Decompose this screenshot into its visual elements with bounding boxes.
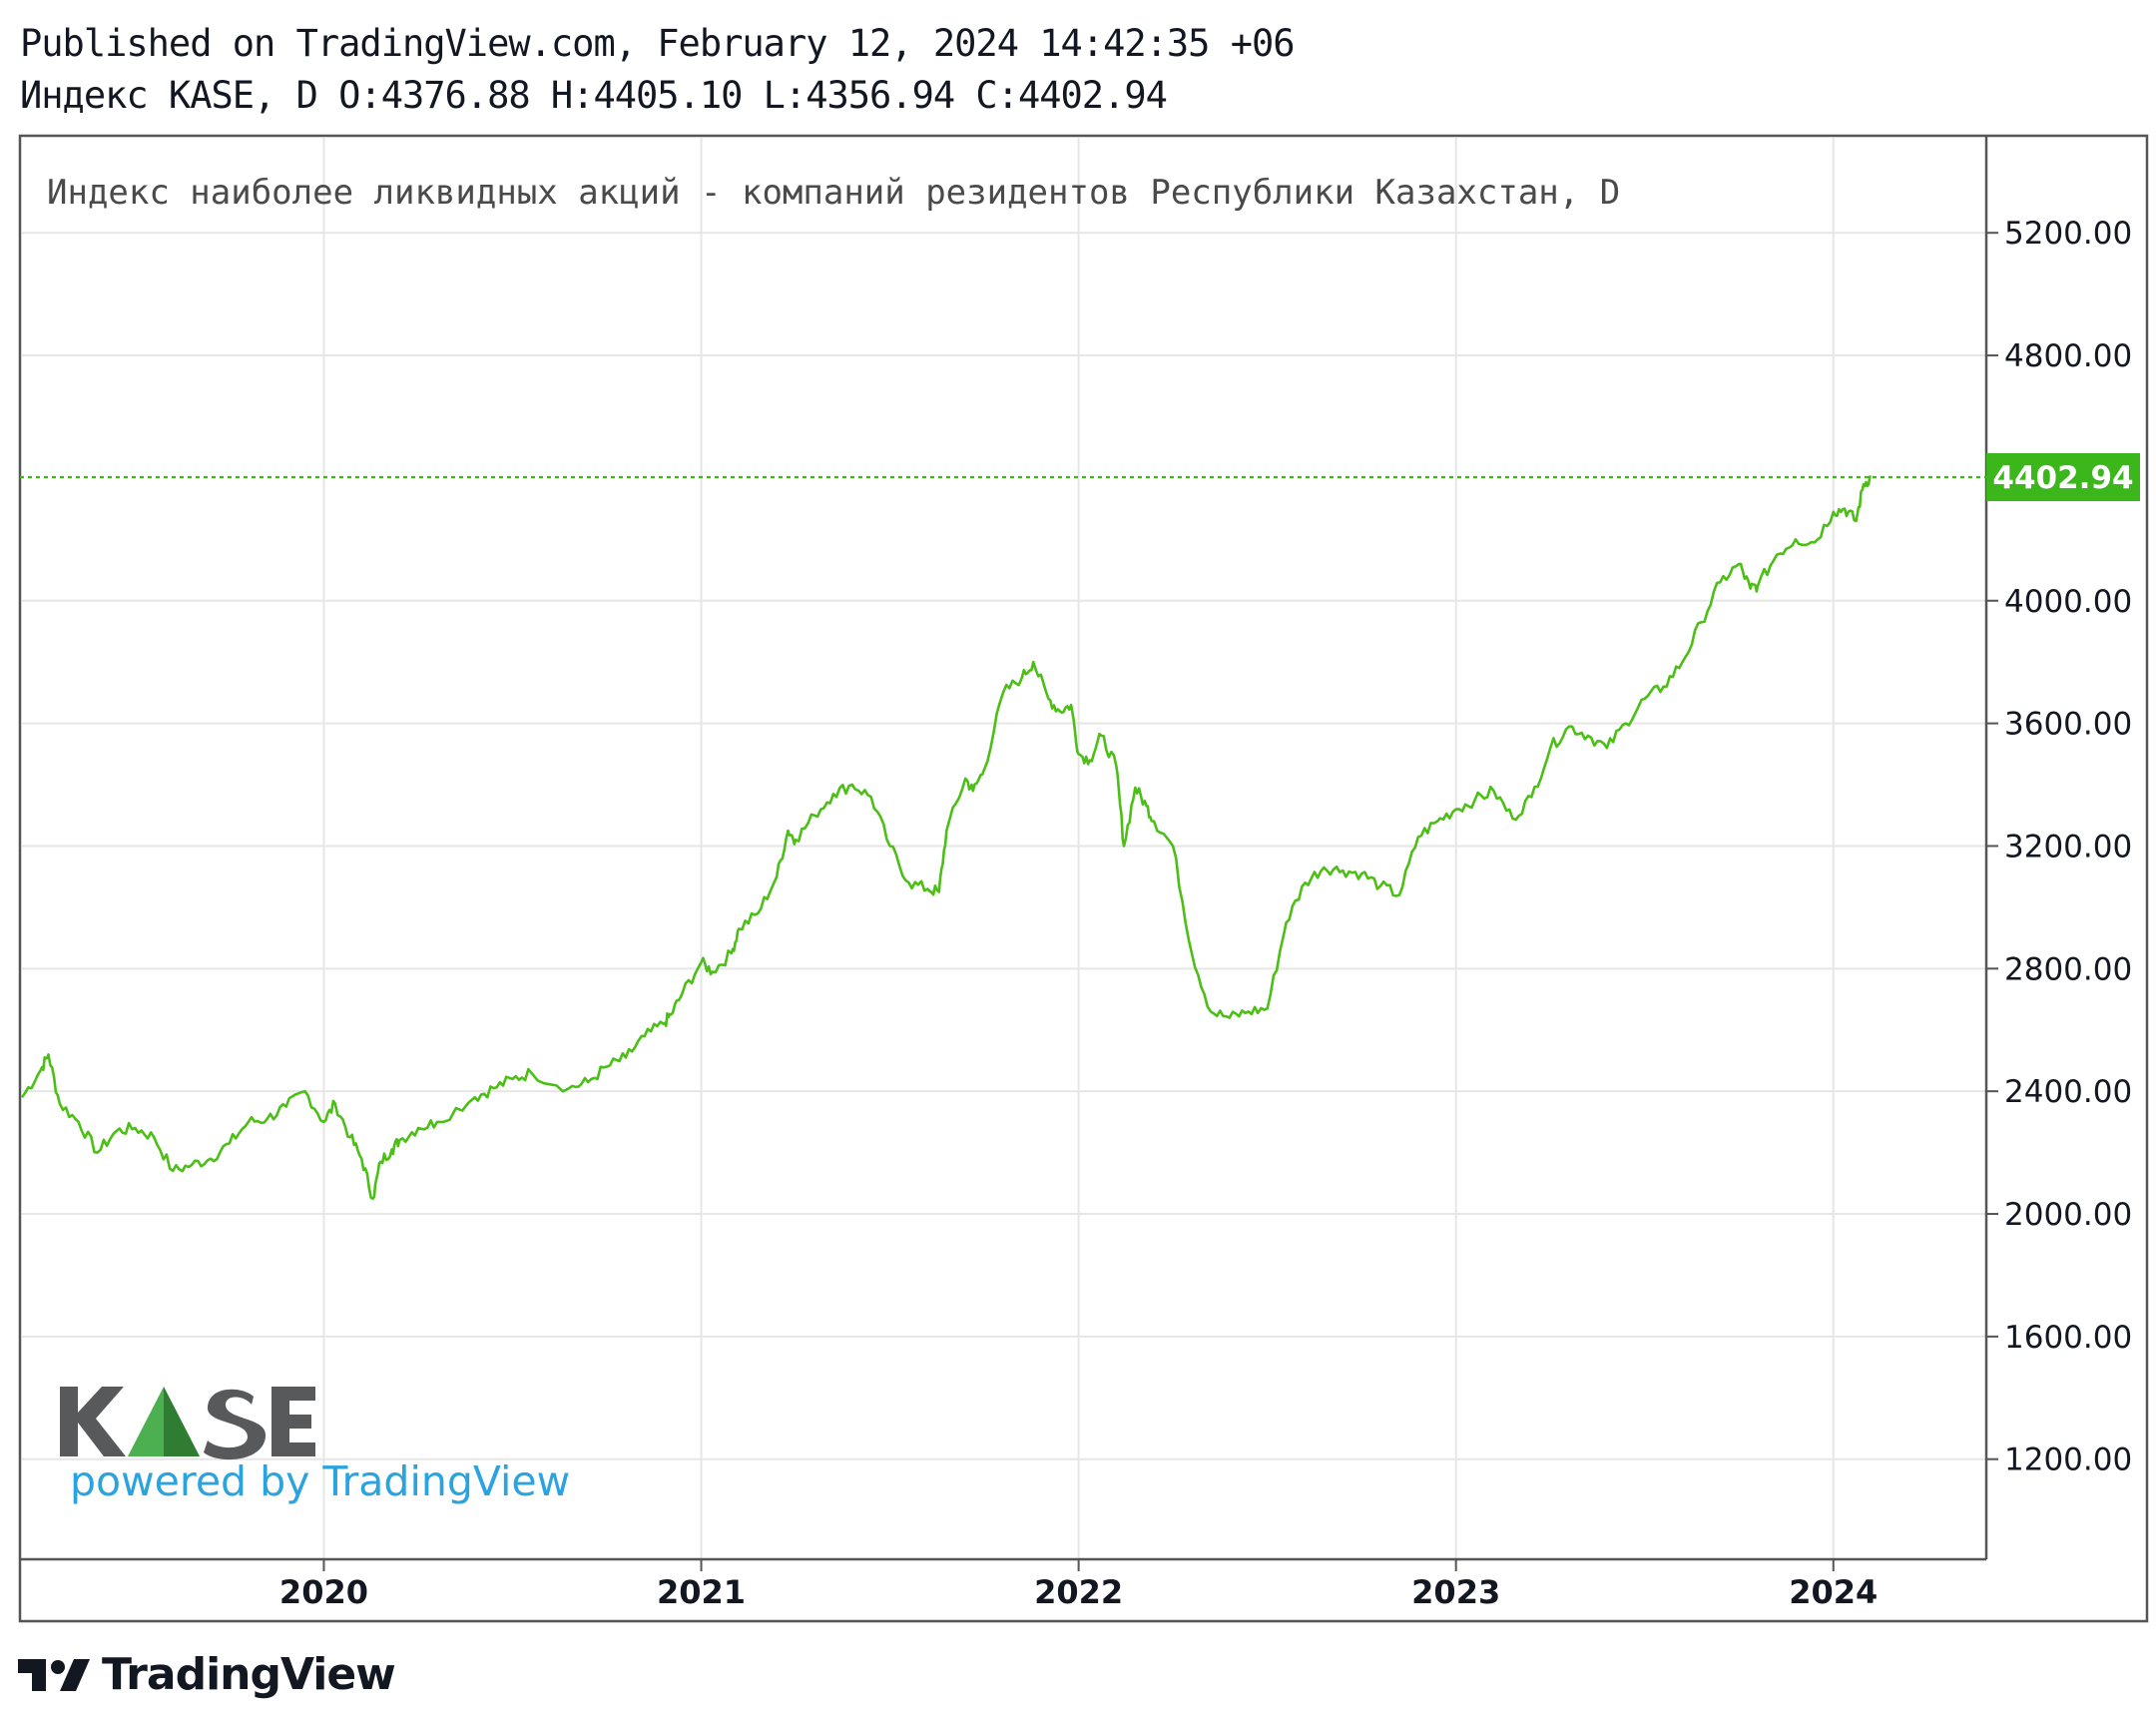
y-tick-label: 5200.00: [2004, 216, 2132, 252]
x-tick-label: 2020: [279, 1573, 368, 1611]
price-axis: 5200.00 4800.00 4000.00 3600.00 3200.00 2800.…: [1986, 216, 2132, 1478]
chart-grid: [20, 136, 1986, 1559]
y-tick-label: 2000.00: [2004, 1197, 2132, 1233]
y-tick-label: 4000.00: [2004, 584, 2132, 620]
last-price-badge: 4402.94: [1986, 453, 2140, 502]
ohlc-header: Индекс KASE, D O:4376.88 H:4405.10 L:435…: [20, 74, 1168, 117]
kase-logo-icon: [60, 1387, 315, 1460]
y-tick-label: 3200.00: [2004, 829, 2132, 864]
y-tick-label: 1600.00: [2004, 1320, 2132, 1356]
y-tick-label: 4800.00: [2004, 338, 2132, 374]
powered-by-text: powered by TradingView: [70, 1457, 571, 1505]
published-header: Published on TradingView.com, February 1…: [20, 22, 1296, 65]
x-tick-label: 2021: [657, 1573, 746, 1611]
y-tick-label: 1200.00: [2004, 1442, 2132, 1478]
x-tick-label: 2023: [1411, 1573, 1500, 1611]
y-tick-label: 2400.00: [2004, 1074, 2132, 1110]
x-tick-label: 2022: [1034, 1573, 1123, 1611]
tradingview-wordmark: TradingView: [102, 1649, 396, 1700]
y-tick-label: 2800.00: [2004, 951, 2132, 987]
tradingview-logo-icon: [18, 1658, 90, 1691]
tradingview-footer-logo[interactable]: TradingView: [18, 1649, 396, 1700]
time-axis: 2020 2021 2022 2023 2024: [279, 1559, 1878, 1611]
outer-frame: [18, 134, 2149, 1623]
y-tick-label: 3600.00: [2004, 707, 2132, 743]
plot-background: [20, 136, 1986, 1559]
kase-logo: [58, 1383, 317, 1466]
x-tick-label: 2024: [1789, 1573, 1878, 1611]
last-price-label: 4402.94: [1992, 460, 2133, 496]
chart-title: Индекс наиболее ликвидных акций - компан…: [47, 173, 1620, 213]
price-series-line: [20, 475, 1873, 1200]
